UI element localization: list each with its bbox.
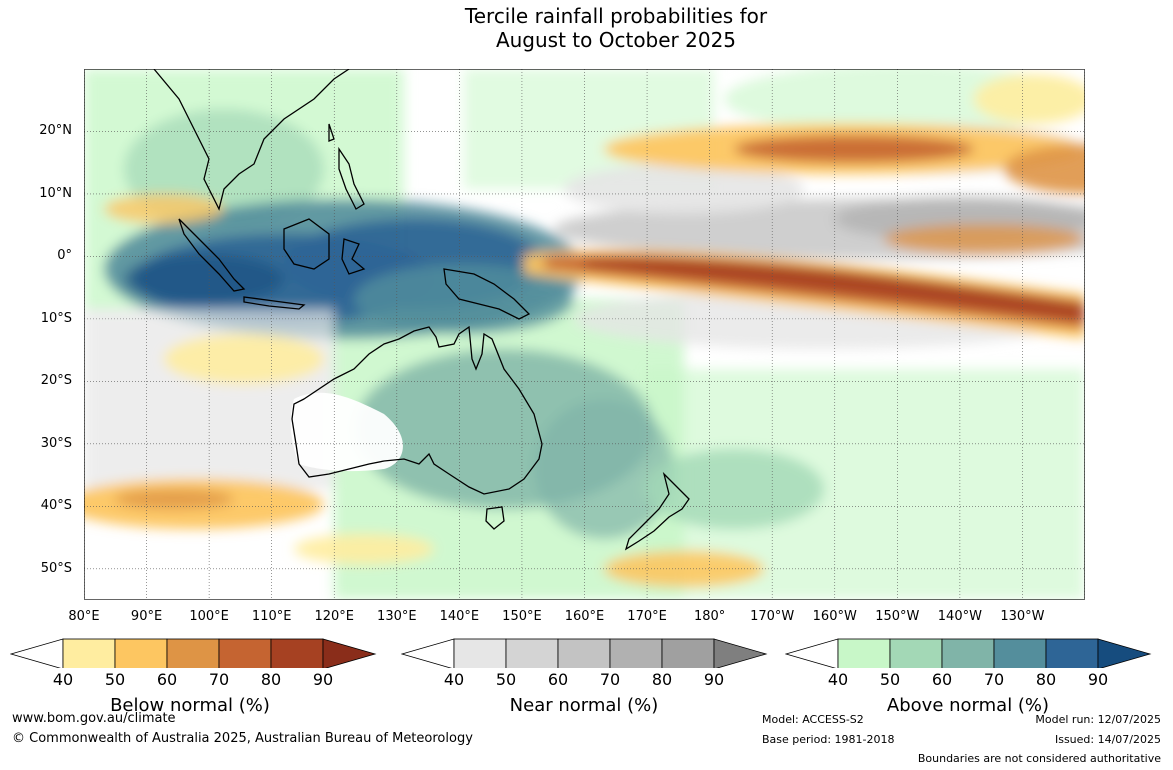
longitude-label: 90°E <box>130 609 163 624</box>
colorbar-segment <box>609 638 663 668</box>
colorbar-tick-label: 90 <box>703 670 725 689</box>
longitude-label: 130°W <box>1000 609 1045 624</box>
colorbar-segment <box>661 638 715 668</box>
colorbar-tick-label: 50 <box>879 670 901 689</box>
colorbar-tick-label: 80 <box>651 670 673 689</box>
graticule <box>84 69 1085 600</box>
map-title-line1: Tercile rainfall probabilities for <box>464 4 768 28</box>
longitude-label: 150°W <box>875 609 920 624</box>
longitude-label: 140°E <box>439 609 480 624</box>
colorbar-segment <box>837 638 891 668</box>
colorbar-segment <box>218 638 272 668</box>
colorbar-lower-extension <box>785 638 839 668</box>
colorbar-tick-label: 70 <box>983 670 1005 689</box>
java-coast <box>243 296 306 310</box>
colorbar-upper-extension <box>322 638 377 668</box>
probability-field <box>84 69 1085 599</box>
coastlines <box>153 69 690 551</box>
boundaries-disclaimer: Boundaries are not considered authoritat… <box>917 752 1161 765</box>
longitude-label: 130°E <box>377 609 417 624</box>
longitude-label: 140°W <box>937 609 982 624</box>
longitude-label: 170°W <box>750 609 795 624</box>
philippines-coast <box>338 146 365 210</box>
latitude-label: 20°N <box>39 123 72 139</box>
longitude-label: 120°E <box>314 609 355 624</box>
model-name: Model: ACCESS-S2 <box>762 713 864 726</box>
colorbar-lower-extension <box>401 638 455 668</box>
colorbar-segment <box>1045 638 1099 668</box>
bom-url[interactable]: www.bom.gov.au/climate <box>12 711 176 726</box>
colorbar-upper-extension <box>1097 638 1152 668</box>
latitude-label: 40°S <box>40 498 72 514</box>
colorbar-segment <box>270 638 324 668</box>
issued-date: Issued: 14/07/2025 <box>1054 733 1161 746</box>
sumatra-coast <box>178 218 246 292</box>
model-run-date: Model run: 12/07/2025 <box>1035 713 1161 726</box>
latitude-label: 0° <box>57 248 72 264</box>
tasmania-coast <box>485 506 505 530</box>
colorbar-tick-label: 60 <box>156 670 178 689</box>
rainfall-probability-map <box>84 69 1085 600</box>
copyright-notice: © Commonwealth of Australia 2025, Austra… <box>12 731 473 746</box>
colorbar-tick-label: 70 <box>599 670 621 689</box>
above-normal-colorbar <box>785 638 1152 668</box>
map-title-line2: August to October 2025 <box>495 28 737 52</box>
mainland-asia-coast <box>153 69 350 211</box>
colorbar-tick-label: 90 <box>312 670 334 689</box>
australia-dry-interior <box>290 392 403 472</box>
longitude-label: 150°E <box>502 609 542 624</box>
map-frame <box>84 69 1085 600</box>
colorbar-tick-label: 80 <box>260 670 282 689</box>
colorbar-tick-label: 50 <box>104 670 126 689</box>
colorbar-tick-label: 60 <box>547 670 569 689</box>
colorbar-segment <box>166 638 220 668</box>
australia-coast <box>291 325 543 495</box>
colorbar-tick-label: 40 <box>52 670 74 689</box>
colorbar-segment <box>889 638 943 668</box>
colorbar-tick-label: 40 <box>827 670 849 689</box>
colorbar-segment <box>453 638 507 668</box>
latitude-label: 20°S <box>40 373 72 389</box>
colorbar-tick-label: 90 <box>1087 670 1109 689</box>
sulawesi-coast <box>341 238 366 275</box>
colorbar-tick-label: 80 <box>1035 670 1057 689</box>
longitude-label: 110°E <box>251 609 292 624</box>
new-guinea-coast <box>443 268 531 320</box>
latitude-label: 30°S <box>40 435 72 451</box>
near-normal-colorbar <box>401 638 768 668</box>
longitude-label: 160°E <box>564 609 605 624</box>
longitude-label: 80°E <box>68 609 100 624</box>
japan-taiwan-coast <box>328 123 335 142</box>
colorbar-segment <box>941 638 995 668</box>
latitude-label: 10°N <box>39 185 72 201</box>
colorbar-tick-label: 70 <box>208 670 230 689</box>
colorbar-segment <box>993 638 1047 668</box>
new-zealand-coast <box>624 471 690 551</box>
colorbar-tick-label: 40 <box>443 670 465 689</box>
below-normal-colorbar <box>10 638 377 668</box>
longitude-label: 100°E <box>189 609 229 624</box>
colorbar-segment <box>505 638 559 668</box>
colorbar-lower-extension <box>10 638 64 668</box>
above-normal-legend-title: Above normal (%) <box>886 695 1050 716</box>
base-period: Base period: 1981-2018 <box>762 733 895 746</box>
colorbar-tick-label: 50 <box>495 670 517 689</box>
borneo-coast <box>283 218 330 270</box>
latitude-label: 50°S <box>40 560 72 576</box>
below-normal-legend-title: Below normal (%) <box>110 695 270 716</box>
latitude-label: 10°S <box>40 310 72 326</box>
near-normal-legend-title: Near normal (%) <box>509 695 659 716</box>
colorbar-upper-extension <box>713 638 768 668</box>
colorbar-segment <box>557 638 611 668</box>
longitude-label: 170°E <box>627 609 667 624</box>
longitude-label: 160°W <box>812 609 857 624</box>
colorbar-segment <box>62 638 116 668</box>
colorbar-tick-label: 60 <box>931 670 953 689</box>
longitude-label: 180° <box>693 609 726 624</box>
colorbar-segment <box>114 638 168 668</box>
